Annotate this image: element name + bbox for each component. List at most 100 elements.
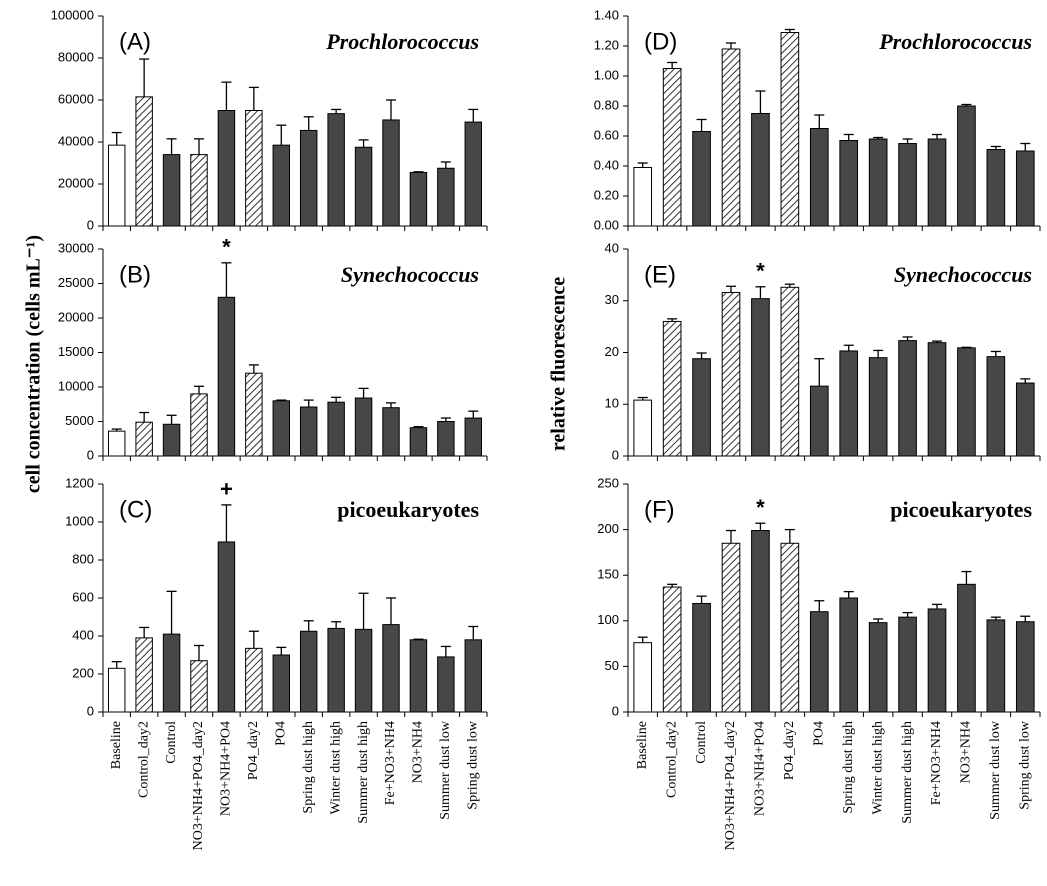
bar — [464, 417, 483, 457]
x-tick-label: NO3+NH4+PO4_day2 — [723, 721, 738, 850]
bar — [721, 291, 741, 457]
bar — [354, 397, 373, 457]
annotation: * — [222, 235, 231, 260]
y-tick-label: 0 — [87, 447, 94, 462]
y-tick-label: 1.20 — [594, 37, 619, 52]
bar — [868, 622, 888, 713]
x-tick-label: Spring dust high — [841, 721, 856, 814]
bar — [957, 583, 976, 713]
x-tick-label: Control — [164, 721, 179, 764]
bar — [382, 119, 400, 227]
y-tick-label: 1.00 — [594, 67, 619, 82]
x-tick-label: Control_day2 — [664, 721, 679, 798]
y-tick-label: 20000 — [58, 175, 94, 190]
bar — [464, 639, 483, 713]
bar — [986, 356, 1006, 457]
bar — [927, 138, 947, 227]
annotation: * — [756, 259, 765, 284]
bar — [382, 624, 400, 713]
panel-label: (B) — [119, 261, 151, 288]
y-tick-label: 150 — [597, 567, 619, 582]
x-tick-label: NO3+NH4+PO4 — [753, 721, 768, 816]
bar — [957, 347, 976, 457]
y-tick-label: 40000 — [58, 133, 94, 148]
y-tick-label: 15000 — [58, 344, 94, 359]
y-tick-label: 20 — [605, 344, 619, 359]
bar — [409, 171, 428, 227]
bar — [809, 385, 829, 457]
bar — [692, 358, 711, 457]
x-tick-label: Summer dust low — [988, 720, 1003, 820]
bar — [809, 611, 829, 713]
bar — [1015, 150, 1035, 227]
bar — [107, 667, 126, 713]
x-tick-label: Spring dust low — [466, 720, 481, 810]
bar — [780, 32, 800, 227]
bar — [299, 129, 318, 227]
bar — [751, 298, 770, 457]
x-tick-label: Summer dust low — [438, 720, 453, 820]
bar — [217, 296, 236, 457]
x-tick-label: NO3+NH4 — [959, 721, 974, 783]
bar — [721, 542, 741, 713]
y-tick-label: 10 — [605, 396, 619, 411]
y-tick-label: 25000 — [58, 275, 94, 290]
bar — [780, 286, 800, 457]
bar — [868, 357, 888, 457]
bar — [245, 110, 263, 227]
bar — [751, 113, 770, 227]
bar — [839, 140, 859, 227]
bar — [107, 430, 126, 457]
bar — [135, 637, 153, 713]
bar — [1015, 382, 1035, 457]
x-tick-label: PO4 — [274, 721, 289, 746]
panel-title: picoeukaryotes — [337, 497, 479, 522]
y-tick-label: 100 — [597, 612, 619, 627]
bar — [986, 619, 1006, 713]
y-tick-label: 30000 — [58, 240, 94, 255]
panel-title: Prochlorococcus — [878, 29, 1032, 54]
bar — [898, 143, 917, 227]
bar — [190, 393, 208, 457]
annotation: * — [756, 495, 765, 520]
bar — [868, 138, 888, 227]
y-tick-label: 1.40 — [594, 7, 619, 22]
bar — [354, 146, 373, 227]
bar — [839, 350, 859, 457]
bar — [1015, 621, 1035, 713]
y-tick-label: 0 — [612, 447, 619, 462]
y-tick-label: 600 — [72, 589, 94, 604]
x-tick-label: PO4 — [812, 721, 827, 746]
y-tick-label: 1200 — [65, 475, 94, 490]
x-tick-label: Baseline — [635, 721, 650, 769]
y-tick-label: 0.60 — [594, 127, 619, 142]
bar — [692, 131, 711, 227]
x-tick-label: Control — [694, 721, 709, 764]
bar — [409, 639, 428, 713]
y-tick-label: 400 — [72, 627, 94, 642]
x-tick-label: NO3+NH4+PO4_day2 — [191, 721, 206, 850]
panel-label: (E) — [644, 261, 676, 288]
bar — [107, 144, 126, 227]
bar — [437, 167, 455, 227]
x-tick-label: Fe+NO3+NH4 — [383, 721, 398, 805]
bar — [633, 399, 653, 457]
panel-title: Synechococcus — [894, 262, 1032, 287]
bar — [245, 372, 263, 457]
bar — [437, 421, 455, 457]
y-tick-label: 0.80 — [594, 97, 619, 112]
bar — [721, 48, 741, 227]
y-tick-label: 50 — [605, 658, 619, 673]
y-tick-label: 0.40 — [594, 157, 619, 172]
bar — [135, 421, 153, 457]
bar — [662, 586, 682, 713]
x-tick-label: PO4_day2 — [246, 721, 261, 780]
y-tick-label: 1000 — [65, 513, 94, 528]
panel-title: Prochlorococcus — [325, 29, 479, 54]
y-axis-label: cell concentration (cells mL⁻¹) — [23, 235, 45, 493]
bar — [299, 406, 318, 457]
bar — [245, 647, 263, 713]
annotation: + — [220, 477, 233, 502]
